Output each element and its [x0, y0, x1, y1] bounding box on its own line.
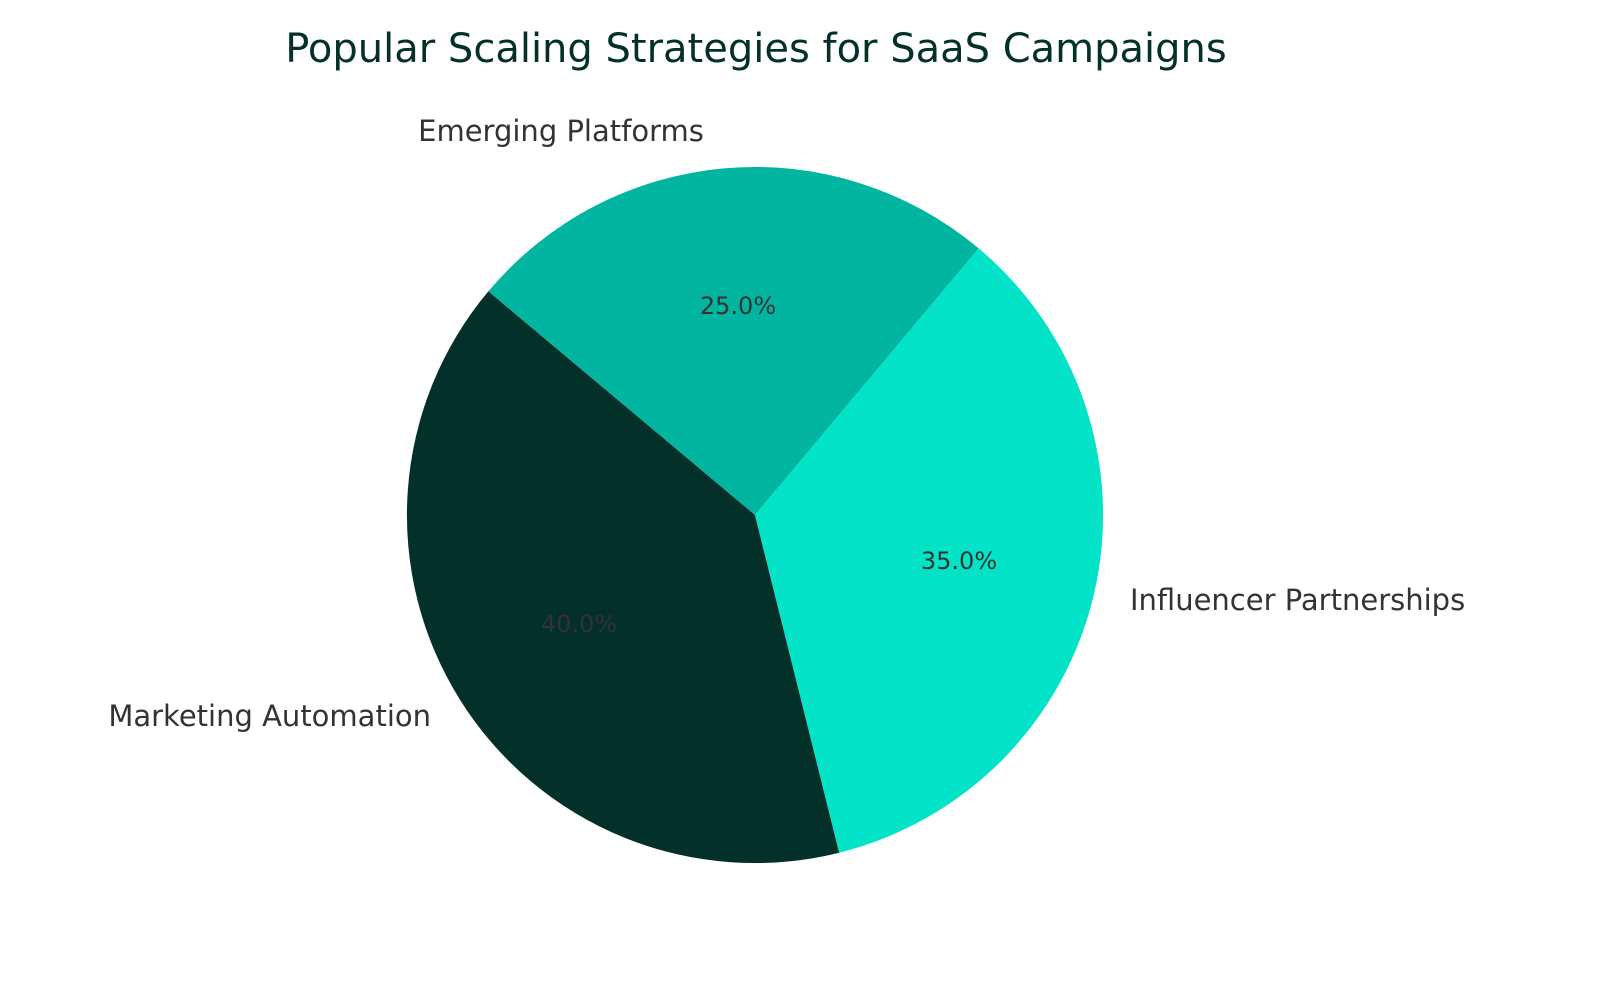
percent-labels: 40.0% 35.0% 25.0% — [541, 292, 997, 638]
slice-labels: Marketing Automation Influencer Partners… — [108, 114, 1465, 733]
label-emerging-platforms: Emerging Platforms — [418, 114, 704, 148]
pct-emerging-platforms: 25.0% — [700, 292, 776, 320]
pie-slice-influencer-partnerships — [755, 248, 1104, 853]
pct-marketing-automation: 40.0% — [541, 610, 617, 638]
pie — [406, 166, 1104, 864]
label-marketing-automation: Marketing Automation — [108, 699, 431, 733]
label-influencer-partnerships: Influencer Partnerships — [1130, 583, 1465, 617]
pct-influencer-partnerships: 35.0% — [921, 547, 997, 575]
pie-slice-marketing-automation — [406, 291, 840, 864]
pie-slice-emerging-platforms — [488, 166, 979, 515]
chart-title: Popular Scaling Strategies for SaaS Camp… — [285, 26, 1227, 72]
